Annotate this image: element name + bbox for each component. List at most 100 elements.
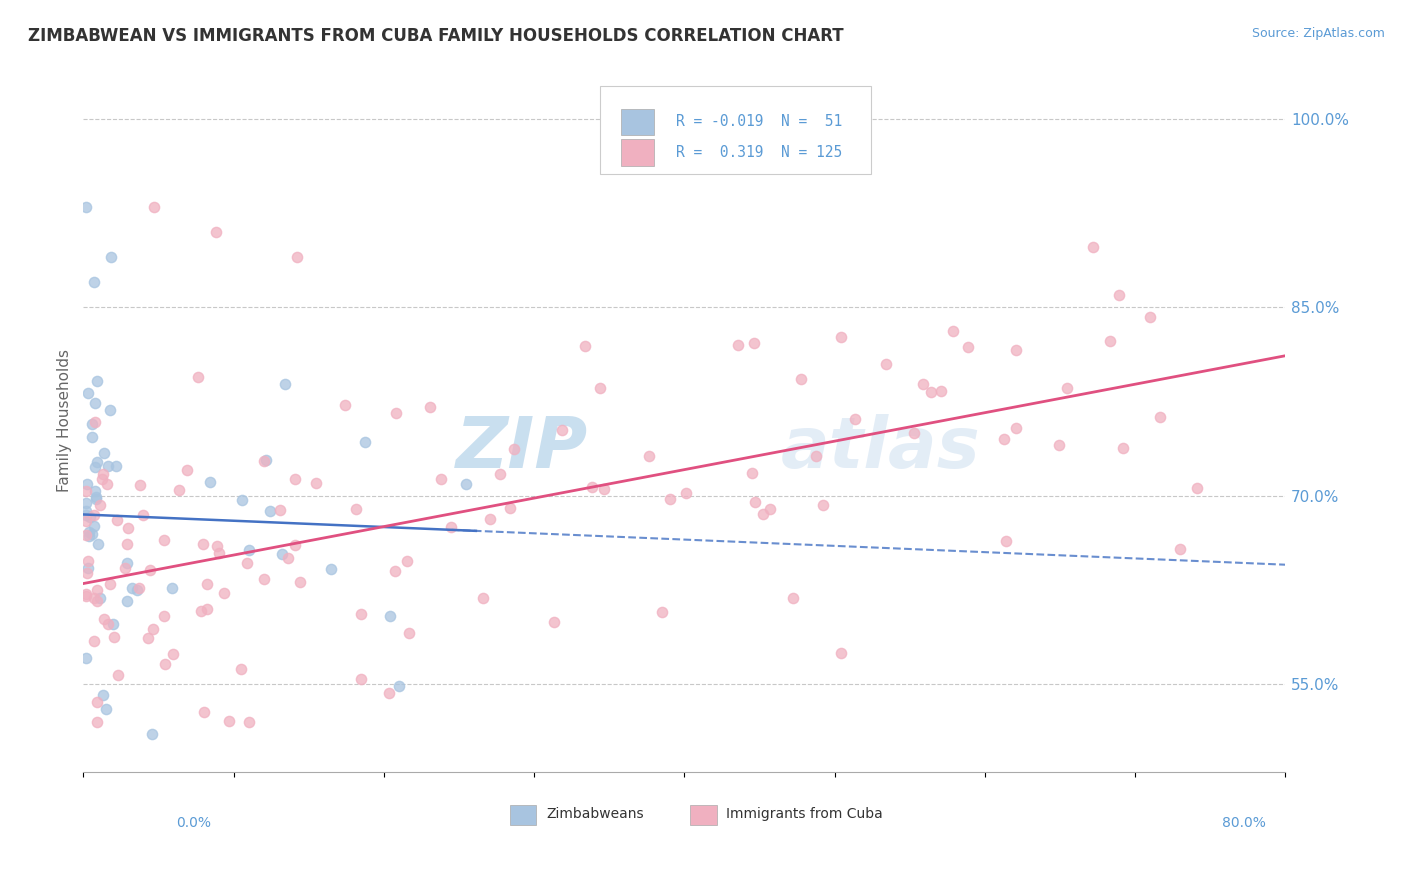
Point bbox=[84, 459, 107, 474]
Point bbox=[75, 484, 97, 499]
Point bbox=[384, 564, 406, 578]
Point bbox=[79, 509, 101, 524]
Point bbox=[1112, 441, 1135, 455]
Point bbox=[105, 512, 128, 526]
Point bbox=[543, 615, 565, 629]
Text: Source: ZipAtlas.com: Source: ZipAtlas.com bbox=[1251, 27, 1385, 40]
Point bbox=[83, 591, 105, 606]
Point bbox=[86, 594, 108, 608]
Point bbox=[378, 686, 401, 700]
Point bbox=[238, 714, 260, 729]
Point bbox=[77, 554, 100, 568]
Point bbox=[117, 521, 139, 535]
Point bbox=[76, 566, 98, 581]
Text: 0.0%: 0.0% bbox=[176, 816, 211, 830]
Point bbox=[285, 250, 308, 264]
Point bbox=[290, 575, 312, 590]
Point bbox=[741, 467, 763, 481]
Point bbox=[84, 415, 107, 429]
Point bbox=[93, 612, 115, 626]
Point bbox=[142, 622, 165, 636]
Point bbox=[1056, 381, 1078, 395]
Text: Zimbabweans: Zimbabweans bbox=[546, 807, 644, 822]
Point bbox=[789, 372, 811, 386]
Point bbox=[659, 492, 682, 507]
Point bbox=[1005, 343, 1028, 357]
Point bbox=[593, 483, 616, 497]
Point bbox=[155, 657, 177, 671]
Point bbox=[162, 647, 184, 661]
Point bbox=[79, 529, 101, 543]
Point bbox=[142, 200, 165, 214]
Point bbox=[231, 493, 253, 508]
Point bbox=[193, 706, 215, 720]
Point bbox=[1047, 437, 1070, 451]
Point bbox=[269, 502, 291, 516]
Point bbox=[830, 646, 852, 660]
Point bbox=[253, 454, 276, 468]
Point bbox=[190, 603, 212, 617]
Point bbox=[114, 561, 136, 575]
Point bbox=[574, 339, 596, 353]
Point bbox=[1139, 310, 1161, 324]
Point bbox=[75, 504, 97, 518]
Point bbox=[419, 400, 441, 414]
Point bbox=[273, 376, 295, 391]
Point bbox=[271, 547, 294, 561]
Point bbox=[284, 472, 307, 486]
Point bbox=[488, 467, 510, 482]
Point bbox=[80, 527, 103, 541]
Point bbox=[86, 537, 108, 551]
Point bbox=[76, 476, 98, 491]
Point bbox=[675, 485, 697, 500]
Text: R =  0.319  N = 125: R = 0.319 N = 125 bbox=[676, 145, 842, 161]
Point bbox=[589, 381, 612, 395]
Point bbox=[804, 449, 827, 463]
Point bbox=[86, 583, 108, 598]
Point bbox=[503, 442, 526, 456]
Point bbox=[80, 417, 103, 431]
Point bbox=[75, 508, 97, 523]
Text: R = -0.019  N =  51: R = -0.019 N = 51 bbox=[676, 114, 842, 129]
Point bbox=[91, 467, 114, 481]
Point bbox=[139, 563, 162, 577]
Point bbox=[195, 601, 218, 615]
Point bbox=[993, 432, 1015, 446]
Point bbox=[115, 594, 138, 608]
Point bbox=[176, 463, 198, 477]
Point bbox=[875, 357, 897, 371]
Point bbox=[637, 449, 659, 463]
Point bbox=[1004, 420, 1026, 434]
Point bbox=[844, 412, 866, 426]
Point bbox=[388, 679, 411, 693]
Point bbox=[153, 533, 176, 547]
Point bbox=[752, 507, 775, 521]
Point bbox=[75, 587, 97, 601]
Point bbox=[105, 458, 128, 473]
Point bbox=[744, 495, 766, 509]
Point bbox=[115, 536, 138, 550]
Point bbox=[96, 702, 118, 716]
Point bbox=[1168, 542, 1191, 557]
FancyBboxPatch shape bbox=[620, 109, 654, 136]
Point bbox=[782, 591, 804, 606]
Point bbox=[84, 491, 107, 506]
Point bbox=[127, 583, 149, 598]
Point bbox=[744, 335, 766, 350]
Point bbox=[93, 446, 115, 460]
Point bbox=[903, 426, 925, 441]
Point bbox=[929, 384, 952, 398]
Point bbox=[84, 484, 107, 499]
Point bbox=[86, 374, 108, 388]
FancyBboxPatch shape bbox=[600, 87, 870, 174]
Point bbox=[229, 662, 252, 676]
Point bbox=[89, 591, 111, 606]
Text: ZIP: ZIP bbox=[456, 414, 588, 483]
Point bbox=[920, 384, 942, 399]
Point bbox=[83, 275, 105, 289]
Point bbox=[354, 435, 377, 450]
Point bbox=[581, 480, 603, 494]
Point bbox=[1149, 409, 1171, 424]
Point bbox=[97, 458, 120, 473]
Point bbox=[208, 546, 231, 560]
